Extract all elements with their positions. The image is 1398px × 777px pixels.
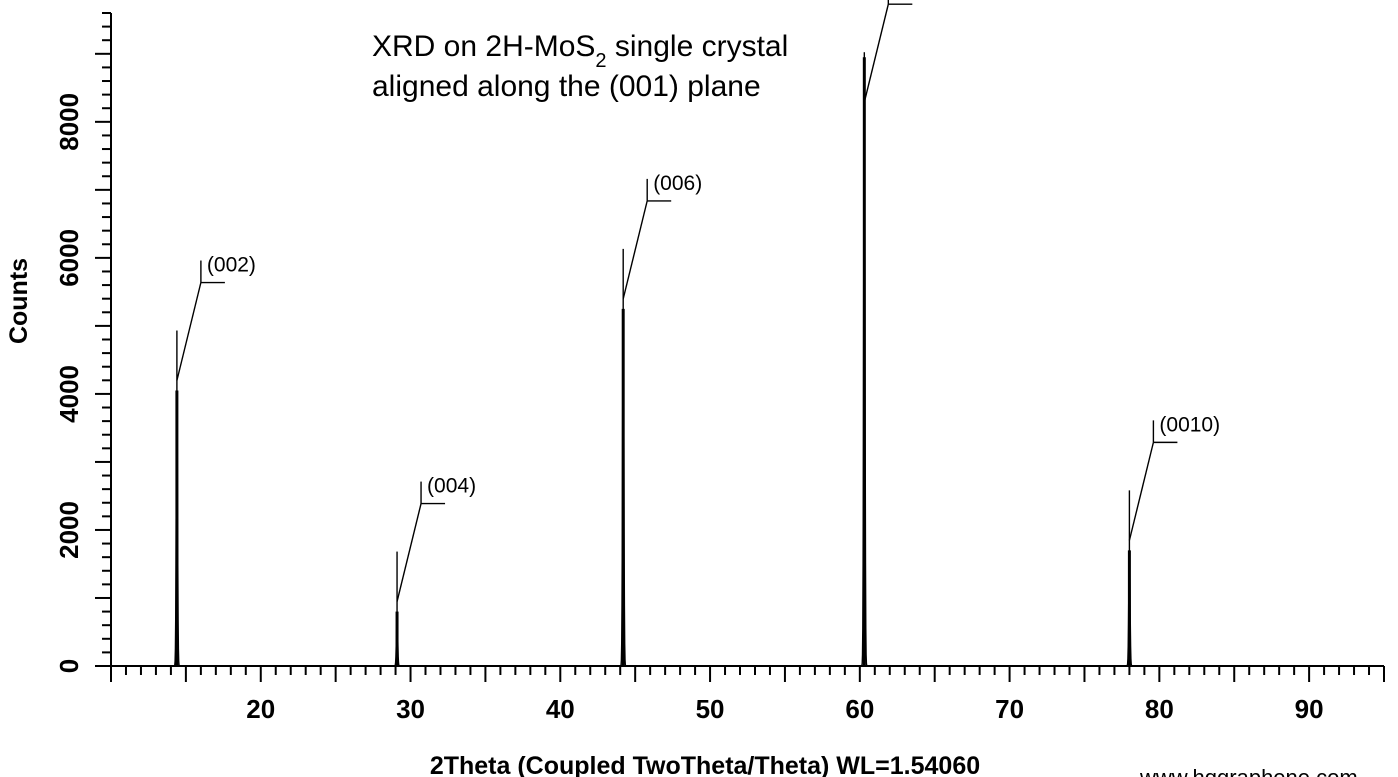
- x-tick-label: 50: [696, 694, 725, 724]
- chart-title-line1: XRD on 2H-MoS2 single crystal: [372, 30, 788, 72]
- x-tick-label: 40: [546, 694, 575, 724]
- peak-annotation: (008): [863, 0, 913, 103]
- y-tick-label: 0: [54, 659, 84, 673]
- peak-annotation: (006): [622, 172, 702, 329]
- leader-line: [863, 4, 889, 103]
- leader-line: [176, 282, 202, 381]
- chart-title-line2: aligned along the (001) plane: [372, 70, 761, 103]
- data-layer: [115, 57, 1384, 667]
- x-tick-label: 70: [995, 694, 1024, 724]
- peak-label: (0010): [1159, 413, 1220, 436]
- y-axis-title: Counts: [5, 258, 33, 344]
- leader-line: [396, 503, 422, 602]
- peak-annotation: (004): [396, 475, 476, 632]
- peak-annotation: (002): [176, 254, 256, 411]
- peak-label: (006): [653, 172, 702, 195]
- peak-label: (002): [207, 254, 256, 277]
- annotations: (002) (004) (006) (008) (0010): [176, 0, 1220, 632]
- peak-annotation: (0010): [1128, 413, 1220, 571]
- leader-line: [622, 200, 648, 300]
- x-tick-label: 20: [246, 694, 275, 724]
- x-tick-label: 60: [845, 694, 874, 724]
- x-tick-label: 30: [396, 694, 425, 724]
- axes: [110, 13, 1384, 667]
- x-tick-label: 80: [1145, 694, 1174, 724]
- leader-line: [1128, 442, 1155, 541]
- watermark: www.hqgraphene.com: [1139, 765, 1358, 777]
- x-tick-label: 90: [1295, 694, 1324, 724]
- peak-label: (004): [427, 475, 476, 498]
- xrd-trace: [115, 57, 1384, 667]
- y-tick-label: 8000: [54, 93, 84, 151]
- y-tick-label: 6000: [54, 229, 84, 287]
- ticks: 20 30 40 50 60 70 80 90 0 2000 4000 6000 8000: [54, 12, 1385, 724]
- x-axis-title: 2Theta (Coupled TwoTheta/Theta) WL=1.540…: [430, 752, 980, 777]
- y-tick-label: 2000: [54, 501, 84, 559]
- y-tick-label: 4000: [54, 365, 84, 423]
